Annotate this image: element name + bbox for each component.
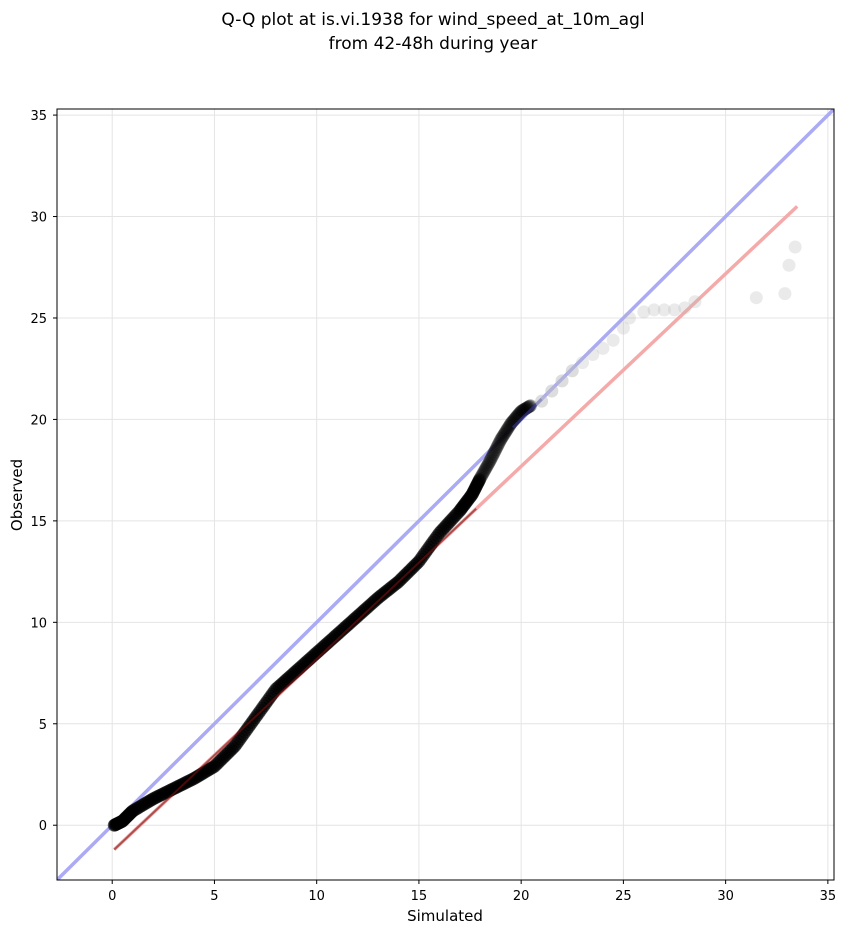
data-point — [482, 456, 496, 470]
data-point — [473, 471, 487, 485]
data-point — [479, 461, 493, 475]
data-point — [782, 258, 796, 272]
reference-line — [57, 109, 834, 880]
data-point — [637, 305, 651, 319]
chart-title: Q-Q plot at is.vi.1938 for wind_speed_at… — [221, 10, 644, 30]
data-point — [606, 333, 620, 347]
x-tick-label: 15 — [411, 889, 428, 904]
data-point — [489, 441, 503, 455]
data-point — [489, 443, 503, 457]
x-tick-label: 25 — [615, 889, 632, 904]
x-tick-label: 30 — [717, 889, 734, 904]
data-point — [647, 303, 661, 317]
y-tick-label: 15 — [30, 515, 47, 530]
data-point — [475, 468, 489, 482]
data-point — [657, 303, 671, 317]
data-point — [497, 427, 511, 441]
grid — [57, 109, 834, 880]
axis-ticks: 0 5 10 15 20 25 30 35 0 5 10 15 20 25 30 35 — [30, 109, 836, 904]
y-tick-label: 30 — [30, 211, 47, 226]
y-tick-label: 20 — [30, 413, 47, 428]
x-axis-label: Simulated — [407, 907, 483, 925]
data-point — [478, 464, 492, 478]
data-point — [678, 301, 692, 315]
y-tick-label: 5 — [39, 718, 47, 733]
data-point — [501, 421, 515, 435]
data-point — [596, 341, 610, 355]
chart-subtitle: from 42-48h during year — [329, 34, 538, 54]
plot-frame — [56, 108, 835, 881]
data-point — [485, 450, 499, 464]
data-point — [501, 422, 515, 436]
data-point — [565, 364, 579, 378]
tail-points — [535, 240, 802, 408]
data-point — [575, 356, 589, 370]
data-point — [586, 348, 600, 362]
y-tick-label: 10 — [30, 616, 47, 631]
y-axis-label: Observed — [8, 459, 26, 531]
data-point — [503, 418, 517, 432]
data-point — [483, 455, 497, 469]
data-point — [535, 394, 549, 408]
data-point — [616, 321, 630, 335]
data-point — [545, 384, 559, 398]
data-point — [500, 423, 514, 437]
y-tick-label: 0 — [39, 819, 47, 834]
data-point — [499, 425, 513, 439]
data-point — [496, 429, 510, 443]
x-tick-label: 0 — [108, 889, 116, 904]
plot-area — [57, 109, 834, 880]
data-point — [778, 287, 792, 301]
data-point — [490, 439, 504, 453]
data-point — [488, 445, 502, 459]
data-point — [487, 446, 501, 460]
y-tick-label: 35 — [30, 109, 47, 124]
data-point — [491, 438, 505, 452]
data-point — [749, 291, 763, 305]
data-point — [495, 430, 509, 444]
data-point — [480, 459, 494, 473]
data-point — [483, 453, 497, 467]
x-tick-label: 10 — [308, 889, 325, 904]
data-point — [484, 451, 498, 465]
x-tick-label: 35 — [820, 889, 837, 904]
data-point — [502, 419, 516, 433]
data-point — [623, 311, 637, 325]
data-point — [495, 431, 509, 445]
x-tick-label: 20 — [513, 889, 530, 904]
data-point — [688, 295, 702, 309]
data-point — [477, 465, 491, 479]
data-point — [476, 467, 490, 481]
data-point — [474, 470, 488, 484]
y-tick-label: 25 — [30, 312, 47, 327]
data-point — [498, 426, 512, 440]
data-point — [493, 434, 507, 448]
x-tick-label: 5 — [210, 889, 218, 904]
data-point — [788, 240, 802, 254]
fit-line-overlap — [113, 507, 477, 851]
data-point — [494, 433, 508, 447]
data-point — [478, 462, 492, 476]
data-point — [486, 448, 500, 462]
data-point — [555, 374, 569, 388]
data-point — [668, 303, 682, 317]
data-point — [492, 436, 506, 450]
data-point — [473, 473, 487, 487]
data-point — [481, 458, 495, 472]
